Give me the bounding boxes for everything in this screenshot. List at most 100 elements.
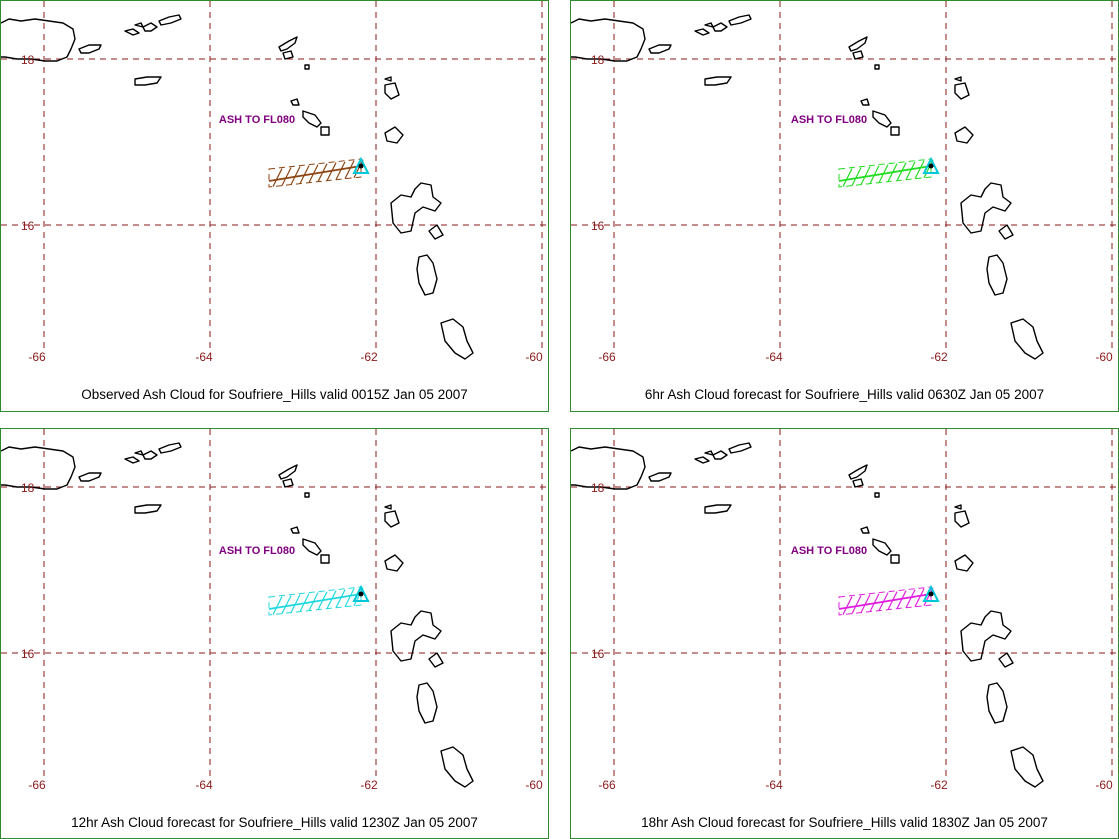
ash-cloud-hatch	[923, 587, 934, 607]
island-anguilla	[848, 36, 868, 52]
island-virgin-islands-2	[712, 22, 728, 32]
ash-cloud-axis	[268, 165, 362, 182]
island-anguilla	[278, 36, 298, 52]
ash-cloud-hatch	[842, 168, 853, 187]
ash-cloud	[268, 158, 364, 188]
island-guadeloupe	[390, 610, 442, 662]
lon-label: -60	[525, 350, 543, 364]
lat-label: 16	[591, 647, 605, 661]
island-guadeloupe-east	[384, 554, 404, 572]
panel-caption: Observed Ash Cloud for Soufriere_Hills v…	[81, 387, 468, 402]
ash-cloud-hatch	[914, 160, 925, 180]
ash-cloud-hatch	[860, 166, 871, 185]
ash-annotation-label: ASH TO FL080	[219, 545, 295, 557]
island-virgin-islands-2	[142, 22, 158, 32]
island-vieques	[648, 44, 672, 54]
island-virgin-islands-1	[694, 28, 710, 36]
ash-cloud	[268, 586, 364, 616]
island-montserrat-box	[320, 126, 330, 136]
lon-label: -64	[195, 350, 213, 364]
island-guadeloupe	[390, 182, 442, 234]
lat-label: 18	[591, 481, 605, 495]
ash-annotation-label: ASH TO FL080	[791, 114, 867, 126]
island-virgin-islands-3	[158, 442, 182, 454]
volcano-center-icon	[358, 163, 364, 169]
lon-label: -62	[930, 350, 948, 364]
island-martinique	[1010, 746, 1044, 788]
island-st-kitts	[860, 98, 870, 106]
ash-cloud-hatch	[272, 168, 283, 187]
island-virgin-islands-3	[158, 14, 182, 26]
panel-caption: 18hr Ash Cloud forecast for Soufriere_Hi…	[641, 815, 1048, 830]
island-anguilla	[278, 464, 298, 480]
ash-cloud-hatch	[272, 596, 283, 615]
island-puerto-rico	[571, 446, 646, 490]
panel-caption: 12hr Ash Cloud forecast for Soufriere_Hi…	[71, 815, 478, 830]
island-dominica	[416, 254, 438, 296]
volcano-center-icon	[928, 591, 934, 597]
island-nevis	[872, 110, 892, 128]
island-vieques	[78, 44, 102, 54]
volcano-center-icon	[358, 591, 364, 597]
island-antigua	[384, 510, 400, 528]
ash-cloud-hatch	[905, 589, 916, 608]
island-virgin-islands-2	[142, 450, 158, 460]
island-nevis	[302, 110, 322, 128]
island-montserrat-box	[890, 554, 900, 564]
ash-cloud-outline	[268, 586, 362, 616]
ash-annotation-label: ASH TO FL080	[219, 114, 295, 126]
ash-cloud	[838, 586, 934, 616]
ash-cloud-hatch	[290, 166, 301, 185]
ash-cloud-hatch	[851, 167, 862, 186]
volcano-icon	[922, 584, 940, 602]
lat-label: 18	[21, 53, 35, 67]
island-nevis	[302, 538, 322, 556]
island-st-martin	[282, 478, 294, 488]
panel-caption: 6hr Ash Cloud forecast for Soufriere_Hil…	[644, 387, 1045, 402]
island-marie-galante	[428, 224, 444, 240]
ash-cloud-hatch	[914, 588, 925, 608]
island-virgin-islands-4	[134, 22, 144, 28]
ash-cloud-outline	[268, 158, 362, 188]
island-saba	[874, 64, 880, 70]
island-guadeloupe	[960, 182, 1012, 234]
island-st-martin	[852, 478, 864, 488]
island-virgin-islands-4	[704, 450, 714, 456]
island-dominica	[986, 254, 1008, 296]
ash-cloud-axis	[838, 593, 932, 610]
island-saba	[874, 492, 880, 498]
map-svg: 18 16 -66 -64 -62 -60 ASH TO FL080	[571, 1, 1118, 364]
island-saba	[304, 492, 310, 498]
island-marie-galante	[998, 652, 1014, 668]
island-puerto-rico	[1, 18, 76, 62]
lon-label: -62	[930, 778, 948, 792]
lon-label: -66	[28, 778, 46, 792]
island-st-martin	[852, 50, 864, 60]
island-marie-galante	[998, 224, 1014, 240]
lon-label: -64	[765, 350, 783, 364]
island-antigua	[954, 82, 970, 100]
map-panel-12hr: 18 16 -66 -64 -62 -60 ASH TO FL080 12hr Ash Cl…	[0, 428, 549, 839]
ash-cloud-hatch	[335, 589, 346, 608]
ash-cloud-hatch	[353, 587, 364, 607]
lon-label: -62	[360, 778, 378, 792]
ash-cloud-hatch	[344, 588, 355, 608]
ash-cloud-axis	[268, 593, 362, 610]
lon-label: -60	[1095, 778, 1113, 792]
lon-label: -66	[28, 350, 46, 364]
lon-label: -66	[598, 778, 616, 792]
ash-cloud-axis	[838, 165, 932, 182]
map-panel-6hr: 18 16 -66 -64 -62 -60 ASH TO FL080 6hr Ash Clo…	[570, 0, 1119, 412]
island-virgin-islands-4	[704, 22, 714, 28]
island-guadeloupe	[960, 610, 1012, 662]
island-dominica	[416, 682, 438, 724]
island-vieques	[648, 472, 672, 482]
lon-label: -64	[765, 778, 783, 792]
island-puerto-rico	[571, 18, 646, 62]
lat-label: 16	[21, 219, 35, 233]
island-montserrat-box	[320, 554, 330, 564]
island-puerto-rico	[1, 446, 76, 490]
island-barbuda	[384, 76, 392, 82]
ash-cloud-hatch	[905, 161, 916, 180]
map-svg: 18 16 -66 -64 -62 -60 ASH TO FL080	[1, 1, 548, 364]
